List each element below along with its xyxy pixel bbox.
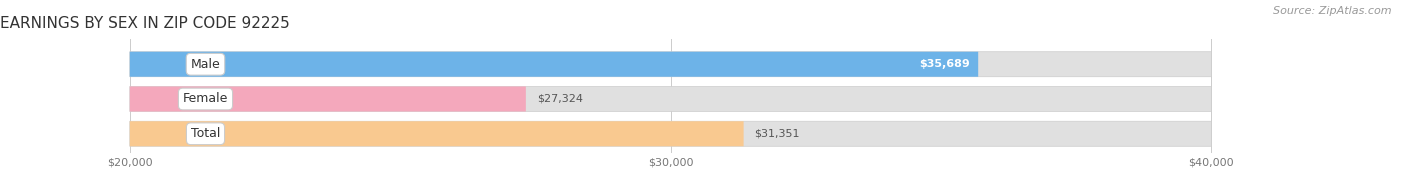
Text: $27,324: $27,324 [537, 94, 582, 104]
Text: Total: Total [191, 127, 221, 140]
FancyBboxPatch shape [129, 121, 1212, 146]
FancyBboxPatch shape [129, 86, 1212, 112]
FancyBboxPatch shape [129, 52, 979, 77]
FancyBboxPatch shape [129, 86, 526, 112]
Text: Male: Male [191, 58, 221, 71]
FancyBboxPatch shape [129, 52, 1212, 77]
FancyBboxPatch shape [129, 121, 744, 146]
Text: $35,689: $35,689 [918, 59, 970, 69]
Text: EARNINGS BY SEX IN ZIP CODE 92225: EARNINGS BY SEX IN ZIP CODE 92225 [0, 16, 290, 31]
Text: $31,351: $31,351 [755, 129, 800, 139]
Text: Female: Female [183, 93, 228, 105]
Text: Source: ZipAtlas.com: Source: ZipAtlas.com [1274, 6, 1392, 16]
